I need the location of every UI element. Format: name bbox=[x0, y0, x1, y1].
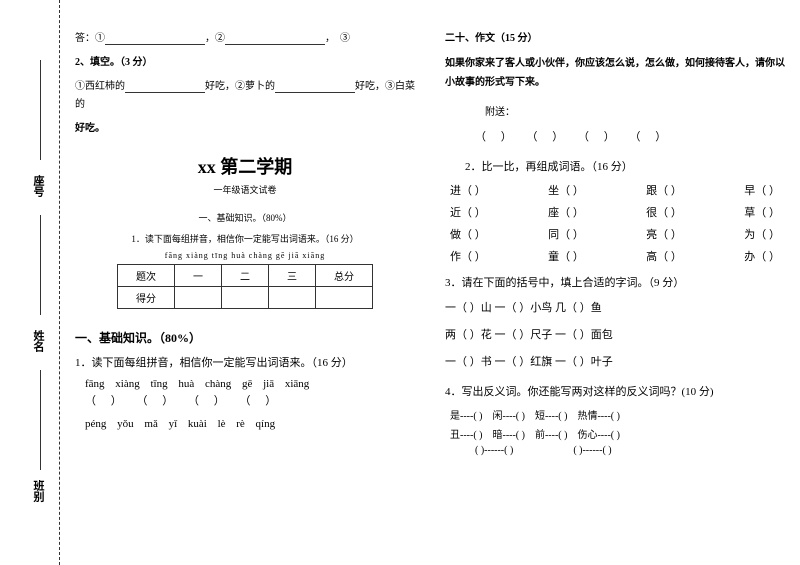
blank bbox=[105, 33, 205, 45]
text: ①西红柿的 bbox=[75, 81, 125, 92]
cell bbox=[269, 287, 316, 309]
cell: 三 bbox=[269, 265, 316, 287]
section-1-heading: 一、基础知识。（80%） bbox=[75, 211, 415, 224]
cell bbox=[316, 287, 373, 309]
cell: 题次 bbox=[118, 265, 175, 287]
paper-title: xx 第二学期 bbox=[75, 153, 415, 179]
word-row: 近（ ） 座（ ） 很（ ） 草（ ） bbox=[445, 204, 785, 220]
q1-big: 1．读下面每组拼音，相信你一定能写出词语来。（16 分） bbox=[75, 354, 415, 370]
fill-line: ①西红柿的好吃，②萝卜的好吃，③白菜的 bbox=[75, 78, 415, 114]
word-pair: 高（ ） bbox=[646, 248, 682, 264]
text: 好吃，②萝卜的 bbox=[205, 81, 275, 92]
fill-row: 两（ ）花 一（ ）尺子 一（ ）面包 bbox=[445, 325, 785, 346]
binding-margin: 座号 姓名 班别 bbox=[0, 0, 60, 565]
word-row: 进（ ） 坐（ ） 跟（ ） 早（ ） bbox=[445, 182, 785, 198]
table-row: 得分 bbox=[118, 287, 373, 309]
q2: 2．比一比，再组成词语。（16 分） bbox=[445, 158, 785, 174]
word-pair: 办（ ） bbox=[744, 248, 780, 264]
fill-row: 一（ ）山 一（ ）小鸟 几（ ）鱼 bbox=[445, 298, 785, 319]
antonym-pair: 前----( ) bbox=[535, 426, 567, 441]
right-column: 二十、作文（15 分） 如果你家来了客人或小伙伴，你应该怎么说，怎么做，如何接待… bbox=[430, 0, 800, 565]
answer-blanks: 答：① ，② ， ③ bbox=[75, 30, 415, 48]
antonym-pair: ( )------( ) bbox=[573, 445, 611, 456]
left-column: 答：①，②， ③ 2、填空。（3 分） ①西红柿的好吃，②萝卜的好吃，③白菜的 … bbox=[60, 0, 430, 565]
table-row: 题次 一 二 三 总分 bbox=[118, 265, 373, 287]
antonym-pair: 是----( ) bbox=[450, 407, 482, 422]
cell: 得分 bbox=[118, 287, 175, 309]
pinyin-row-1: fāng xiàng tīng huà chàng gē jiā xiāng bbox=[85, 378, 415, 390]
text: ， bbox=[325, 33, 335, 44]
binding-line bbox=[40, 370, 41, 470]
pinyin-header: fāng xiàng tīng huà chàng gē jiā xiāng bbox=[75, 251, 415, 260]
fill-end: 好吃。 bbox=[75, 120, 415, 138]
word-pair: 座（ ） bbox=[548, 204, 584, 220]
binding-line bbox=[40, 215, 41, 315]
word-pair: 草（ ） bbox=[744, 204, 780, 220]
word-pair: 早（ ） bbox=[744, 182, 780, 198]
fill-title: 2、填空。（3 分） bbox=[75, 54, 415, 72]
binding-label-name: 姓名 bbox=[30, 330, 46, 352]
word-row: 做（ ） 同（ ） 亮（ ） 为（ ） bbox=[445, 226, 785, 242]
cell bbox=[175, 287, 222, 309]
section-1-heading-big: 一、基础知识。（80%） bbox=[75, 329, 415, 346]
antonym-pair: 伤心----( ) bbox=[577, 426, 619, 441]
antonym-pair: 丑----( ) bbox=[450, 426, 482, 441]
cell bbox=[222, 287, 269, 309]
word-pair: 很（ ） bbox=[646, 204, 682, 220]
pinyin-row-2: péng yǒu mǎ yǐ kuài lè rè qíng bbox=[85, 418, 415, 430]
word-pair: 跟（ ） bbox=[646, 182, 682, 198]
binding-line bbox=[40, 60, 41, 160]
word-pair: 同（ ） bbox=[548, 226, 584, 242]
text: ，② bbox=[205, 33, 225, 44]
word-pair: 做（ ） bbox=[450, 226, 486, 242]
antonym-pair: 热情----( ) bbox=[577, 407, 619, 422]
paren-blanks-row: （ ） （ ） （ ） （ ） bbox=[475, 128, 785, 144]
antonym-pair: 短----( ) bbox=[535, 407, 567, 422]
text: ③ bbox=[340, 33, 350, 44]
antonym-pair: 暗----( ) bbox=[492, 426, 524, 441]
composition-title: 二十、作文（15 分） bbox=[445, 30, 785, 48]
cell: 总分 bbox=[316, 265, 373, 287]
word-pair: 为（ ） bbox=[744, 226, 780, 242]
word-pair: 作（ ） bbox=[450, 248, 486, 264]
q1-small: 1．读下面每组拼音，相信你一定能写出词语来。（16 分） bbox=[75, 232, 415, 245]
cell: 二 bbox=[222, 265, 269, 287]
word-pair: 童（ ） bbox=[548, 248, 584, 264]
blank bbox=[125, 81, 205, 93]
antonym-pair: ( )------( ) bbox=[475, 445, 513, 456]
blank bbox=[225, 33, 325, 45]
word-pair: 进（ ） bbox=[450, 182, 486, 198]
q4: 4．写出反义词。你还能写两对这样的反义词吗？(10 分) bbox=[445, 383, 785, 399]
document-page: 座号 姓名 班别 答：① ，② ， ③ 2、填空。（3 分） ①西红柿的 好吃，②萝卜… bbox=[0, 0, 800, 565]
word-pair: 亮（ ） bbox=[646, 226, 682, 242]
blank bbox=[275, 81, 355, 93]
binding-label-class: 班别 bbox=[30, 480, 46, 502]
word-pair: 近（ ） bbox=[450, 204, 486, 220]
antonym-pair: 闲----( ) bbox=[492, 407, 524, 422]
paren-row-1: （ ） （ ） （ ） （ ） bbox=[85, 392, 415, 408]
binding-label-seat: 座号 bbox=[30, 175, 46, 197]
paper-subtitle: 一年级语文试卷 bbox=[75, 183, 415, 196]
answer-prefix: 答：① bbox=[75, 33, 105, 44]
q3: 3．请在下面的括号中，填上合适的字词。（9 分） bbox=[445, 274, 785, 290]
fill-row: 一（ ）书 一（ ）红旗 一（ ）叶子 bbox=[445, 352, 785, 373]
attachment-label: 附送： bbox=[445, 104, 785, 122]
antonym-row: 丑----( ) 暗----( ) 前----( ) 伤心----( ) bbox=[445, 426, 785, 441]
word-row: 作（ ） 童（ ） 高（ ） 办（ ） bbox=[445, 248, 785, 264]
antonym-row: ( )------( ) ( )------( ) bbox=[445, 445, 785, 456]
cell: 一 bbox=[175, 265, 222, 287]
composition-body: 如果你家来了客人或小伙伴，你应该怎么说，怎么做，如何接待客人，请你以小故事的形式… bbox=[445, 54, 785, 92]
word-pair: 坐（ ） bbox=[548, 182, 584, 198]
antonym-row: 是----( ) 闲----( ) 短----( ) 热情----( ) bbox=[445, 407, 785, 422]
score-table: 题次 一 二 三 总分 得分 bbox=[117, 264, 373, 309]
